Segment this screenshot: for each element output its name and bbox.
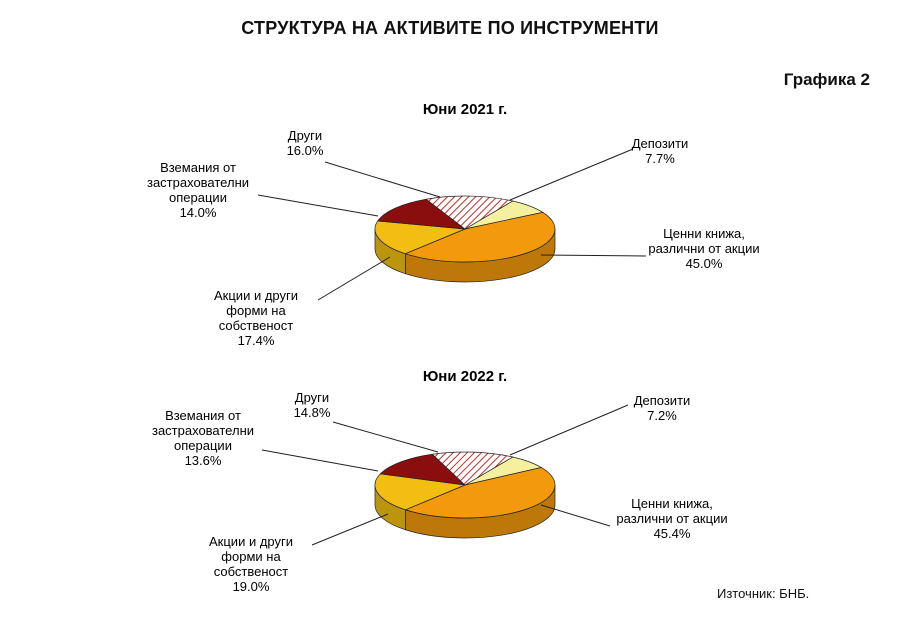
pie-chart-1: Юни 2021 г. Депозити 7.7% Ценни книжа, разли… bbox=[147, 101, 760, 348]
pie-slice-securities bbox=[404, 467, 556, 519]
slice-label-receivables: Вземания от застрахователни операции 13.6% bbox=[152, 408, 254, 468]
chart-title: Юни 2021 г. bbox=[423, 101, 507, 118]
leader-line-receivables bbox=[257, 194, 379, 217]
slice-label-deposits: Депозити 7.2% bbox=[634, 393, 691, 423]
slice-label-receivables: Вземания от застрахователни операции 14.0% bbox=[147, 160, 249, 220]
leader-line-shares bbox=[311, 513, 389, 546]
leader-line-securities bbox=[540, 254, 647, 257]
pie-slice-receivables bbox=[379, 453, 467, 486]
leader-line-securities bbox=[540, 504, 611, 527]
pie-slice-other bbox=[425, 195, 514, 230]
leader-line-other bbox=[332, 421, 439, 453]
slice-label-shares: Акции и други форми на собственост 19.0% bbox=[209, 534, 293, 594]
source-note: Източник: БНБ. bbox=[717, 586, 810, 601]
leader-line-deposits bbox=[509, 404, 629, 456]
pie-chart-2: Юни 2022 г. Депозити 7.2% Ценни книжа, разли… bbox=[152, 368, 728, 594]
page-title: СТРУКТУРА НА АКТИВИТЕ ПО ИНСТРУМЕНТИ bbox=[241, 18, 659, 38]
slice-label-other: Други 14.8% bbox=[294, 390, 331, 420]
leader-line-other bbox=[324, 161, 441, 198]
slice-label-other: Други 16.0% bbox=[287, 128, 324, 158]
pie-slice-securities bbox=[404, 211, 556, 263]
slice-label-securities: Ценни книжа, различни от акции 45.0% bbox=[648, 226, 759, 271]
slice-label-deposits: Депозити 7.7% bbox=[632, 136, 689, 166]
leader-line-receivables bbox=[261, 449, 379, 472]
pie-slice-receivables bbox=[377, 198, 467, 230]
chart-title: Юни 2022 г. bbox=[423, 368, 507, 385]
pie-slice-shares bbox=[374, 220, 466, 255]
slice-label-shares: Акции и други форми на собственост 17.4% bbox=[214, 288, 298, 348]
pie-slice-other bbox=[431, 451, 514, 486]
leader-line-deposits bbox=[509, 148, 634, 201]
pie-slice-shares bbox=[374, 473, 467, 511]
leader-line-shares bbox=[317, 256, 391, 301]
figure-label: Графика 2 bbox=[783, 70, 870, 89]
slice-label-securities: Ценни книжа, различни от акции 45.4% bbox=[616, 496, 727, 541]
